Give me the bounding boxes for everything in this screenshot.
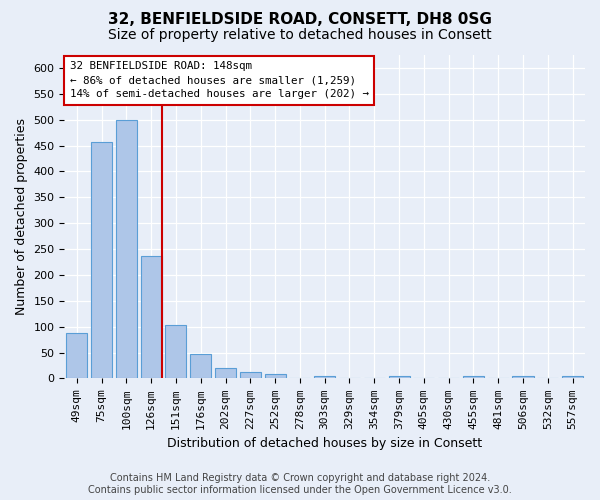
Bar xyxy=(140,256,162,378)
Bar xyxy=(562,376,583,378)
Bar xyxy=(116,120,137,378)
Bar xyxy=(512,376,533,378)
Bar xyxy=(240,372,261,378)
Bar xyxy=(66,333,88,378)
Text: Contains HM Land Registry data © Crown copyright and database right 2024.
Contai: Contains HM Land Registry data © Crown c… xyxy=(88,474,512,495)
Text: 32, BENFIELDSIDE ROAD, CONSETT, DH8 0SG: 32, BENFIELDSIDE ROAD, CONSETT, DH8 0SG xyxy=(108,12,492,28)
Bar xyxy=(265,374,286,378)
Text: Size of property relative to detached houses in Consett: Size of property relative to detached ho… xyxy=(108,28,492,42)
Y-axis label: Number of detached properties: Number of detached properties xyxy=(15,118,28,315)
Bar xyxy=(190,354,211,378)
Bar xyxy=(463,376,484,378)
X-axis label: Distribution of detached houses by size in Consett: Distribution of detached houses by size … xyxy=(167,437,482,450)
Bar xyxy=(389,376,410,378)
Bar xyxy=(91,142,112,378)
Bar xyxy=(166,325,187,378)
Bar xyxy=(215,368,236,378)
Text: 32 BENFIELDSIDE ROAD: 148sqm
← 86% of detached houses are smaller (1,259)
14% of: 32 BENFIELDSIDE ROAD: 148sqm ← 86% of de… xyxy=(70,62,368,100)
Bar xyxy=(314,376,335,378)
